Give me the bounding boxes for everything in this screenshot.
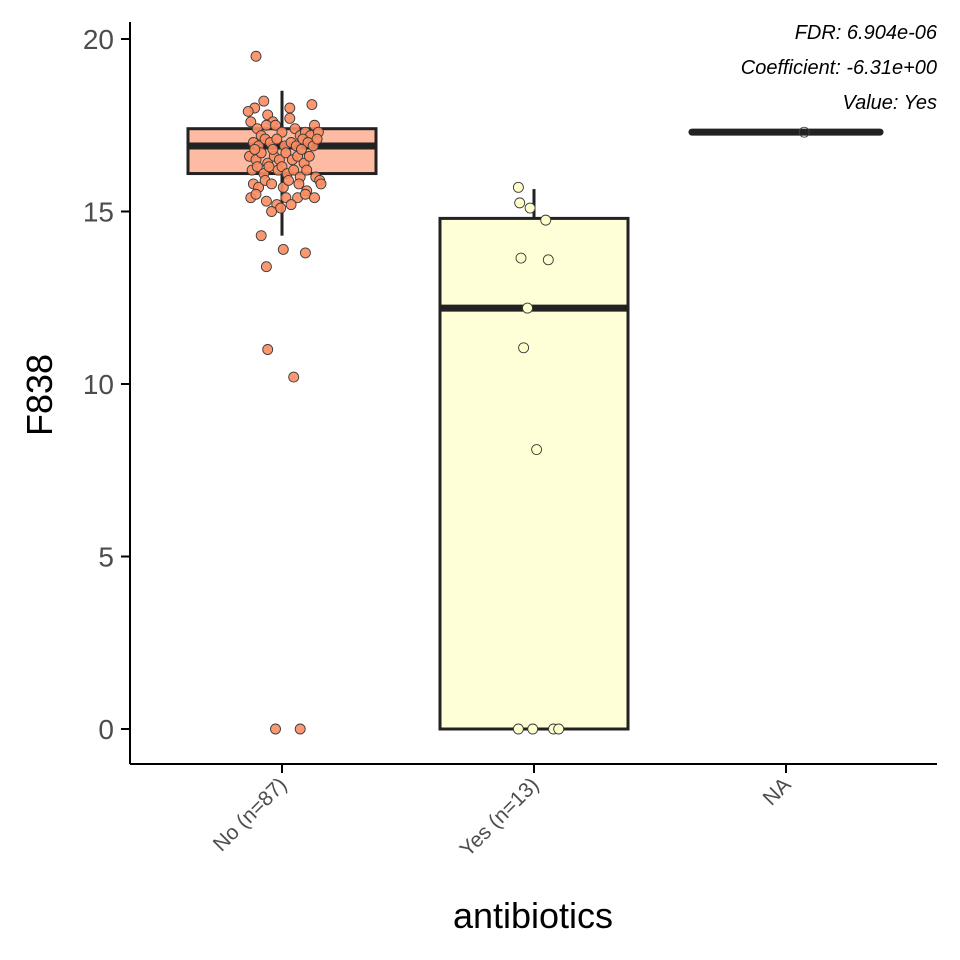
data-point (277, 243, 289, 255)
data-point (294, 723, 306, 735)
y-tick-label: 5 (98, 542, 114, 573)
x-tick-label: No (n=87) (209, 773, 292, 856)
data-point (270, 723, 281, 735)
data-point (512, 723, 524, 735)
data-point (531, 444, 543, 455)
data-point (242, 105, 254, 117)
x-tick-label: Yes (n=13) (456, 773, 544, 861)
data-point (288, 371, 300, 383)
data-point (553, 723, 565, 735)
data-point (263, 161, 275, 173)
data-point (315, 178, 327, 190)
y-axis-title: F838 (19, 354, 60, 436)
data-point (288, 164, 300, 176)
data-point (266, 206, 278, 217)
annotations: FDR: 6.904e-06 Coefficient: -6.31e+00 Valu… (741, 22, 938, 114)
data-point (271, 133, 283, 145)
data-point (270, 119, 281, 131)
data-point (267, 143, 279, 155)
data-point (285, 199, 297, 211)
box-body (438, 216, 630, 731)
points-layer (242, 50, 810, 735)
data-point (260, 195, 272, 207)
y-tick-label: 10 (83, 369, 114, 400)
data-point (527, 723, 539, 735)
annotation-text: Coefficient: -6.31e+00 (741, 57, 937, 79)
data-point (249, 143, 261, 155)
data-point (306, 99, 318, 111)
data-point (299, 188, 311, 200)
boxes-layer (186, 90, 884, 731)
data-point (518, 342, 530, 354)
data-point (522, 302, 533, 314)
data-point (284, 112, 296, 124)
data-point (296, 143, 307, 155)
y-ticks: 0 5 10 15 20 (83, 24, 130, 745)
data-point (262, 344, 274, 355)
data-point (275, 202, 287, 214)
data-point (251, 161, 263, 173)
data-point (284, 102, 296, 114)
data-point (283, 174, 294, 186)
data-point (303, 150, 315, 162)
data-point (260, 261, 272, 273)
y-tick-label: 0 (98, 714, 114, 745)
data-point (260, 119, 272, 131)
data-point (311, 133, 323, 145)
data-point (266, 178, 278, 190)
data-point (250, 50, 262, 62)
data-point (514, 197, 526, 209)
data-point (245, 116, 257, 128)
data-point (258, 95, 270, 107)
data-point (515, 252, 527, 264)
data-point (299, 247, 311, 259)
data-point (255, 230, 267, 242)
x-tick-label: NA (759, 773, 796, 810)
data-point (301, 164, 313, 176)
data-point (309, 192, 320, 204)
x-ticks: No (n=87) Yes (n=13) NA (209, 764, 796, 861)
data-point (524, 202, 536, 214)
y-tick-label: 15 (83, 197, 114, 228)
data-point (293, 178, 305, 190)
data-point (250, 188, 262, 200)
data-point (540, 214, 552, 226)
y-tick-label: 20 (83, 24, 114, 55)
data-point (512, 181, 524, 193)
data-point (280, 147, 292, 159)
data-point (798, 126, 810, 138)
annotation-text: Value: Yes (842, 92, 937, 114)
x-axis-title: antibiotics (453, 895, 613, 936)
annotation-text: FDR: 6.904e-06 (795, 22, 938, 44)
data-point (542, 254, 554, 266)
